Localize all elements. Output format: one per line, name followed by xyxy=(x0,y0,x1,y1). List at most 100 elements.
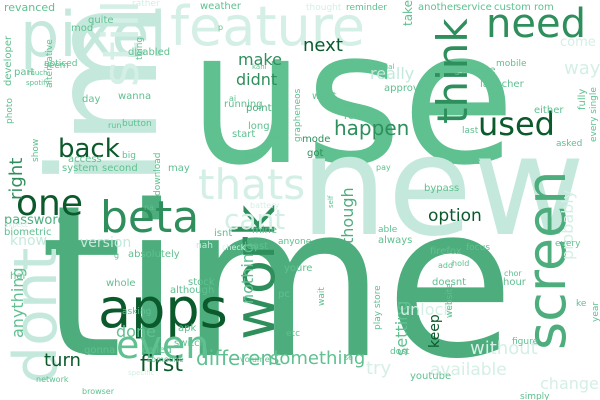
word-cloud-word: pay xyxy=(376,163,391,172)
word-cloud-word: apps xyxy=(98,277,228,340)
word-cloud-word: battery xyxy=(250,201,280,210)
word-cloud-word: part xyxy=(14,67,35,78)
word-cloud-word: thing xyxy=(135,36,145,60)
word-cloud-word: even xyxy=(116,323,210,367)
word-cloud-word: expect xyxy=(4,221,28,229)
word-cloud-word: turn xyxy=(44,350,81,371)
word-cloud-word: something xyxy=(270,348,366,369)
word-cloud-word: worked xyxy=(226,152,259,162)
word-cloud-word: youre xyxy=(284,263,313,274)
word-cloud-word: keep xyxy=(427,314,443,348)
word-cloud-word: reminder xyxy=(346,3,387,13)
word-cloud-word: pc xyxy=(278,289,290,300)
word-cloud-word: version xyxy=(80,235,132,251)
word-cloud-word: least xyxy=(244,241,269,252)
word-cloud-word: different xyxy=(196,346,281,370)
word-cloud-word: se xyxy=(344,353,354,362)
word-cloud-word: unlock xyxy=(400,300,453,319)
word-cloud-word: add xyxy=(438,261,454,270)
word-cloud-word: thought xyxy=(306,3,342,13)
word-cloud-word: point xyxy=(246,103,272,114)
word-cloud-word: available xyxy=(430,360,507,380)
word-cloud-word: revanced xyxy=(4,1,56,14)
word-cloud-word: browser xyxy=(82,387,115,396)
word-cloud-word: back xyxy=(58,134,120,164)
word-cloud-word: take xyxy=(401,0,415,26)
word-cloud-word: need xyxy=(486,1,586,47)
word-cloud-word: another xyxy=(418,2,458,13)
word-cloud-word: download xyxy=(153,152,163,196)
word-cloud-word: custom rom xyxy=(494,2,554,13)
word-cloud-word: running xyxy=(224,99,263,110)
word-cloud-word: called xyxy=(142,345,172,356)
word-cloud-word: p xyxy=(218,23,224,32)
word-cloud-word: volume xyxy=(240,355,270,364)
word-cloud-word: disabled xyxy=(128,47,171,58)
word-cloud-word: use xyxy=(188,0,516,206)
word-cloud-word: ke xyxy=(576,299,587,309)
word-cloud-word: feature xyxy=(170,0,365,58)
word-cloud-word: g xyxy=(114,251,120,260)
word-cloud-word: self xyxy=(327,195,335,208)
word-cloud-word: beta xyxy=(100,192,200,243)
word-cloud-word: try xyxy=(366,358,392,379)
word-cloud-word: apk xyxy=(178,323,197,334)
word-cloud-word: pixel xyxy=(20,0,167,71)
word-cloud-word: anyone xyxy=(278,237,312,247)
word-cloud-word: figure xyxy=(512,337,539,347)
word-cloud-word: password xyxy=(4,213,66,228)
word-cloud-word: noticed xyxy=(44,59,78,69)
word-cloud-word: spotify xyxy=(26,79,50,87)
word-cloud-word: probably xyxy=(558,189,577,260)
word-cloud-word: start xyxy=(232,129,256,140)
word-cloud-word: biometric xyxy=(4,227,52,238)
word-cloud-word: bypass xyxy=(424,183,460,194)
word-cloud-word: play store xyxy=(373,285,383,330)
word-cloud-word: quite xyxy=(88,15,114,26)
word-cloud-word: hold xyxy=(452,259,470,268)
word-cloud-word: firefox xyxy=(430,246,462,257)
word-cloud-word: fully xyxy=(577,88,588,110)
word-cloud-word: without xyxy=(470,338,538,359)
word-cloud-word: garbage xyxy=(454,65,496,76)
word-cloud-word: visual xyxy=(374,63,395,71)
word-cloud-word: run xyxy=(108,121,122,130)
word-cloud-word: much xyxy=(28,69,48,77)
word-cloud-word: gonna xyxy=(84,345,116,356)
word-cloud-word: service xyxy=(456,2,492,13)
word-cloud-word: photo xyxy=(5,98,15,124)
word-cloud-word: isnt xyxy=(214,228,233,239)
word-cloud-word: day xyxy=(82,94,101,105)
word-cloud-word: time xyxy=(40,160,515,400)
word-cloud-word: hour xyxy=(503,277,526,288)
word-cloud-word: weather xyxy=(200,1,241,12)
word-cloud-word: asked xyxy=(556,139,583,149)
word-cloud-word: whole xyxy=(106,278,136,289)
word-cloud-word: next xyxy=(303,35,343,56)
word-cloud-word: simply xyxy=(520,392,550,400)
word-cloud-word: stock xyxy=(188,277,215,288)
word-cloud-word: wait xyxy=(317,287,327,306)
word-cloud-word: dost xyxy=(390,347,410,357)
word-cloud-word: mine xyxy=(252,225,278,236)
word-cloud-word: long xyxy=(248,121,270,132)
word-cloud-word: come xyxy=(560,35,596,50)
word-cloud-word: launcher xyxy=(480,79,524,90)
word-cloud-word: every xyxy=(555,239,581,249)
word-cloud-word: network xyxy=(36,375,69,384)
word-cloud-word: done xyxy=(116,322,156,341)
word-cloud-word: right xyxy=(6,157,27,200)
word-cloud-word: youtube xyxy=(410,371,452,382)
word-cloud-word: used xyxy=(478,105,555,143)
word-cloud-word: didnt xyxy=(236,70,278,89)
word-cloud-word: new xyxy=(300,106,586,267)
word-cloud-word: chor xyxy=(504,269,522,278)
word-cloud-word: may xyxy=(168,163,190,174)
word-cloud-word: absolutely xyxy=(128,249,180,260)
word-cloud-word: nah xyxy=(196,241,213,251)
word-cloud-word: someone xyxy=(147,355,184,364)
word-cloud-word: able xyxy=(378,225,398,235)
word-cloud-word: mod xyxy=(71,23,94,34)
word-cloud-word: approved xyxy=(384,83,432,94)
